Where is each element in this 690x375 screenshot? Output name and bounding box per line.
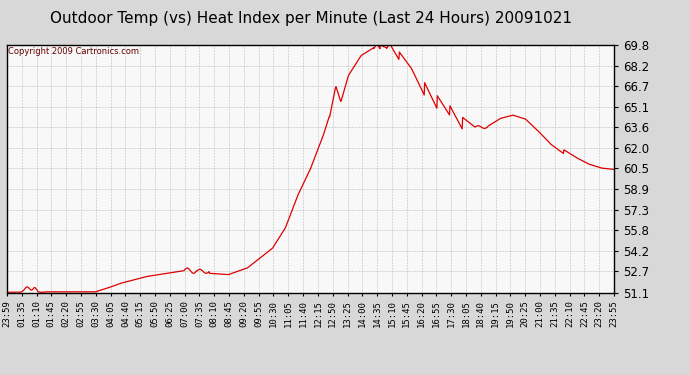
Text: Outdoor Temp (vs) Heat Index per Minute (Last 24 Hours) 20091021: Outdoor Temp (vs) Heat Index per Minute … <box>50 11 571 26</box>
Text: Copyright 2009 Cartronics.com: Copyright 2009 Cartronics.com <box>8 48 139 57</box>
